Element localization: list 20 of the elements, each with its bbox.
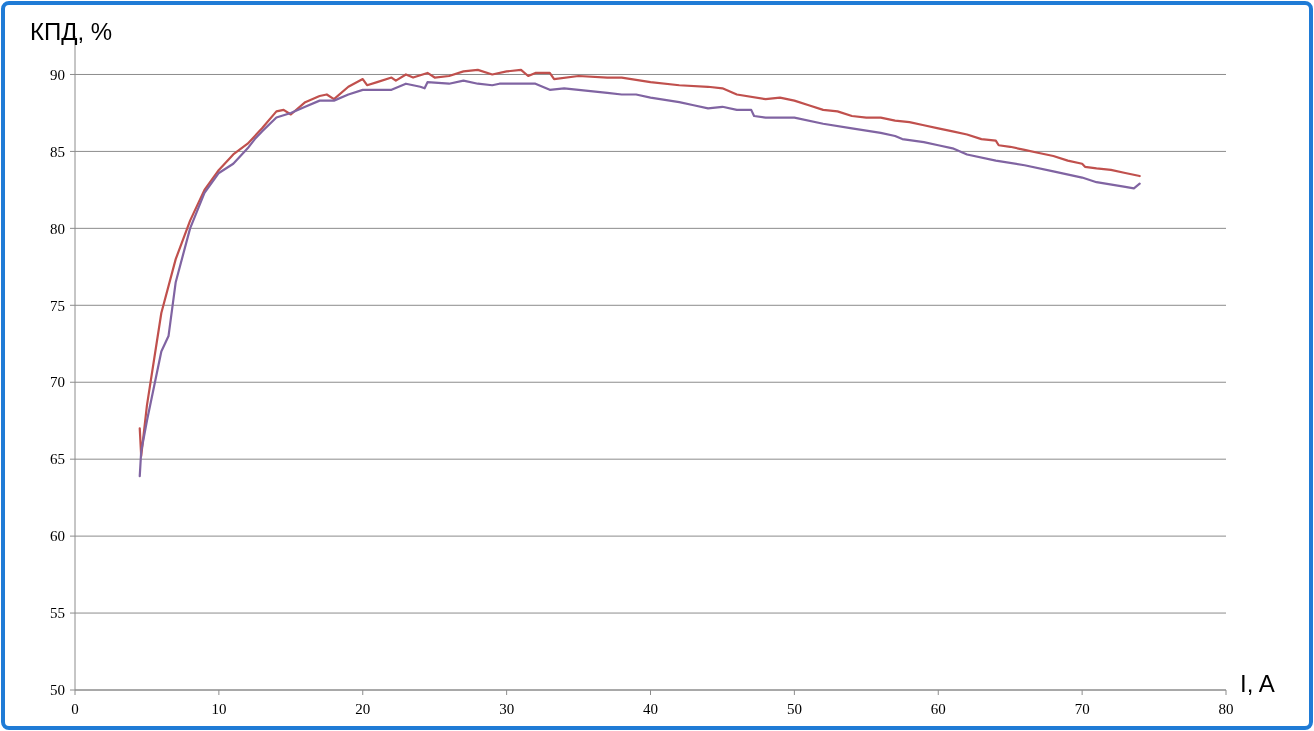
y-tick-label: 65 bbox=[50, 451, 65, 468]
y-tick-label: 80 bbox=[50, 220, 65, 237]
y-tick-label: 50 bbox=[50, 682, 65, 699]
y-tick-label: 75 bbox=[50, 297, 65, 314]
x-tick-label: 80 bbox=[1218, 701, 1234, 717]
x-tick-label: 50 bbox=[786, 701, 802, 717]
x-tick-label: 30 bbox=[499, 701, 515, 717]
x-tick-label: 0 bbox=[71, 701, 79, 717]
y-tick-label: 90 bbox=[50, 66, 65, 83]
x-tick-label: 20 bbox=[355, 701, 371, 717]
x-axis-title: I, A bbox=[1240, 670, 1275, 697]
x-tick-label: 10 bbox=[211, 701, 227, 717]
y-tick-label: 85 bbox=[50, 143, 65, 160]
y-tick-label: 60 bbox=[50, 528, 65, 545]
y-axis-title: КПД, % bbox=[30, 18, 113, 45]
x-tick-label: 60 bbox=[930, 701, 946, 717]
y-tick-label: 55 bbox=[50, 605, 65, 622]
x-tick-label: 40 bbox=[643, 701, 658, 717]
x-tick-label: 70 bbox=[1074, 701, 1090, 717]
y-tick-label: 70 bbox=[50, 374, 65, 391]
